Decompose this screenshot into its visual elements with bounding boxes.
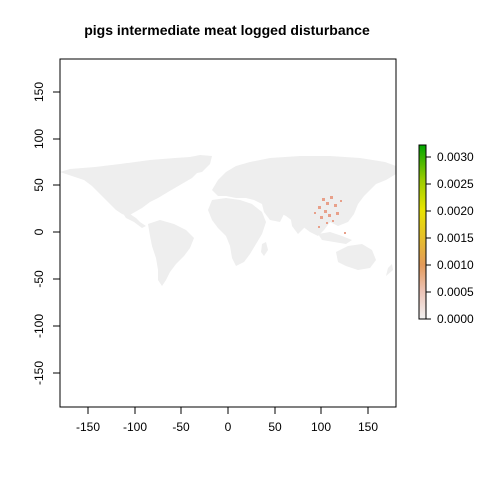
hotspot-cell xyxy=(318,206,321,209)
y-tick-label: -50 xyxy=(32,270,46,288)
land-north-america xyxy=(60,156,208,216)
land-central-america xyxy=(122,212,146,228)
hotspot-cell xyxy=(318,226,320,228)
hotspot-cell xyxy=(332,220,334,222)
hotspot-cluster xyxy=(314,196,346,234)
land-se-asia-islands xyxy=(318,232,352,244)
map-panel xyxy=(59,58,397,408)
hotspot-cell xyxy=(326,202,329,205)
x-tick-label: -150 xyxy=(76,420,100,434)
land-greenland xyxy=(185,155,212,174)
legend-tick-label: 0.0015 xyxy=(437,231,474,245)
legend-tick-label: 0.0005 xyxy=(437,285,474,299)
land-japan xyxy=(350,192,358,206)
hotspot-cell xyxy=(336,212,339,215)
hotspot-cell xyxy=(322,198,325,201)
hotspot-cell xyxy=(330,196,333,199)
hotspot-cell xyxy=(314,212,316,214)
y-tick-label: -100 xyxy=(32,314,46,338)
x-tick-label: 150 xyxy=(358,420,378,434)
legend-tick-label: 0.0000 xyxy=(437,312,474,326)
plot-title: pigs intermediate meat logged disturbanc… xyxy=(84,22,370,38)
land-south-america xyxy=(148,220,194,286)
hotspot-cell xyxy=(320,216,323,219)
land-australia xyxy=(336,244,376,270)
y-axis xyxy=(53,91,61,374)
legend-tick-label: 0.0030 xyxy=(437,150,474,164)
land-madagascar xyxy=(261,242,268,256)
y-tick-label: 150 xyxy=(32,82,46,102)
color-legend: 0.0000 0.0005 0.0010 0.0015 0.0020 0.002… xyxy=(418,144,474,326)
land-india xyxy=(290,212,308,234)
land-new-zealand xyxy=(386,264,393,276)
land-eurasia xyxy=(212,156,396,236)
hotspot-cell xyxy=(344,232,346,234)
y-tick-label: 0 xyxy=(32,228,46,235)
land-africa xyxy=(208,198,266,266)
legend-color-bar xyxy=(418,144,427,320)
x-tick-label: -100 xyxy=(123,420,147,434)
x-tick-label: 100 xyxy=(311,420,331,434)
legend-tick-label: 0.0025 xyxy=(437,177,474,191)
legend-tick-label: 0.0020 xyxy=(437,204,474,218)
legend-tick-label: 0.0010 xyxy=(437,258,474,272)
hotspot-cell xyxy=(324,210,327,213)
x-tick-labels: -150 -100 -50 0 50 100 150 xyxy=(76,420,378,434)
y-tick-label: 100 xyxy=(32,129,46,149)
x-tick-label: -50 xyxy=(172,420,190,434)
y-tick-labels: -150 -100 -50 0 50 100 150 xyxy=(32,82,46,385)
hotspot-cell xyxy=(334,204,337,207)
hotspot-cell xyxy=(328,214,331,217)
x-tick-label: 50 xyxy=(268,420,282,434)
legend-ticks xyxy=(426,156,431,320)
hotspot-cell xyxy=(326,222,328,224)
land-arabia xyxy=(262,204,284,222)
x-tick-label: 0 xyxy=(225,420,232,434)
y-tick-label: -150 xyxy=(32,361,46,385)
y-tick-label: 50 xyxy=(32,178,46,192)
x-axis xyxy=(87,406,369,414)
land xyxy=(60,155,396,286)
hotspot-cell xyxy=(340,200,342,202)
